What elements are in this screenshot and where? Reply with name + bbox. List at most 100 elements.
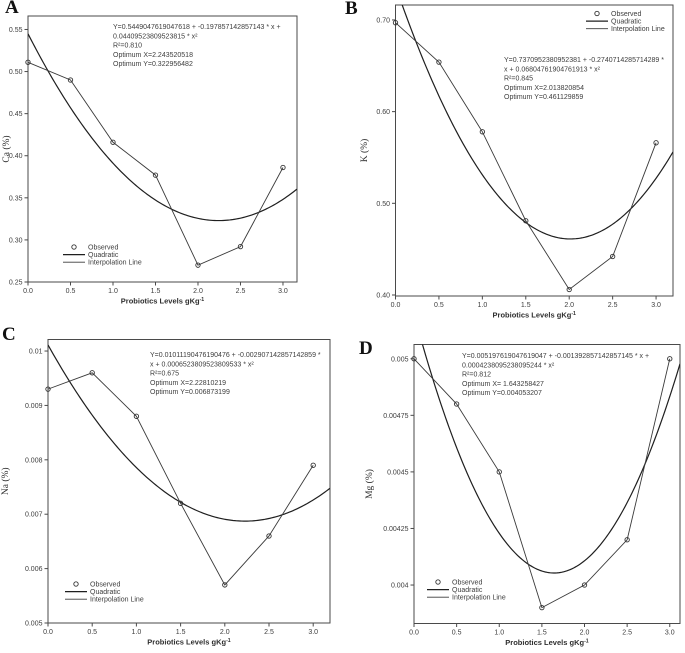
observed-point [310,462,316,468]
x-tick-label: 3.0 [308,629,318,636]
observed-point [479,129,486,135]
legend-label: Quadratic [452,587,483,594]
legend-observed-marker [435,579,441,585]
y-tick-label: 0.00475 [383,413,408,420]
annotation-line: Optimum Y=0.006873199 [150,389,230,396]
y-tick-label: 0.45 [9,111,23,118]
panel-c: C 0.0 0.5 1.0 1.5 2.0 2.5 3.0 0.005 0.006 0.007 0.… [0,324,343,653]
annotation-line: R²=0.810 [113,43,142,50]
observed-point [609,253,616,260]
x-tick-label: 2.5 [608,302,618,309]
annotation-line: Y=0.01011190476190476 + -0.0029071428571… [150,352,321,359]
annotation-line: Y=0.005197619047619047 + -0.001392857142… [462,353,649,360]
x-tick-label: 0.0 [23,288,33,295]
quadratic-curve [48,344,330,522]
observed-point [89,370,95,376]
interpolation-line [47,372,314,586]
legend-label: Interpolation Line [611,26,665,33]
panel-d: D 0.0 0.5 1.0 1.5 2.0 2.5 3.0 0.004 0.00425 0.004… [343,327,685,653]
observed-point [133,413,140,419]
observed-point [581,582,588,588]
plot-frame [27,15,298,283]
observed-point [67,77,74,83]
observed-point [453,401,460,407]
chart-panel-d: 0.0 0.5 1.0 1.5 2.0 2.5 3.0 0.004 0.00425 0.0045 0… [364,344,681,647]
x-tick-label: 1.0 [477,302,487,309]
annotation-line: Optimum X=2.22810219 [150,380,226,387]
observed-point [539,605,545,611]
legend-observed-marker [594,10,600,17]
x-axis-label: Probiotics Levels gKg-1 [121,297,205,306]
x-tick-label: 2.0 [580,630,590,637]
interpolation-line [413,358,671,609]
observed-point [624,537,630,543]
y-tick-label: 0.60 [376,109,390,116]
y-tick-label: 0.55 [9,27,23,34]
x-tick-label: 1.0 [108,288,118,295]
plot-frame [47,339,331,624]
y-tick-label: 0.25 [9,280,23,287]
observed-point [25,59,31,65]
x-tick-label: 2.0 [564,302,574,309]
observed-point [566,286,572,293]
observed-point [110,139,116,145]
observed-point [280,164,286,171]
x-axis-label: Probiotics Levels gKg-1 [505,638,589,647]
x-tick-label: 1.5 [151,288,161,295]
x-tick-label: 0.5 [434,302,444,309]
annotation-line: x + 0.0006523809523809533 * x² [150,361,254,368]
x-tick-label: 2.0 [220,629,230,636]
annotation-line: Optimum Y=0.004053207 [462,390,542,397]
chart-panel-a: 0.0 0.5 1.0 1.5 2.0 2.5 3.0 0.25 0.30 0.35 0.40 0.4… [1,15,298,306]
y-axis-label: Ca (%) [1,135,12,162]
legend-label: Quadratic [88,252,119,259]
y-tick-label: 0.005 [391,356,409,363]
legend-label: Observed [90,581,120,588]
legend-observed-marker [71,244,77,250]
x-tick-label: 3.0 [665,630,675,637]
annotation-line: Optimum Y=0.322956482 [113,61,193,68]
y-tick-label: 0.35 [9,195,23,202]
x-tick-label: 1.0 [494,630,504,637]
x-tick-label: 0.0 [409,630,419,637]
y-tick-label: 0.30 [9,237,23,244]
x-tick-label: 3.0 [651,302,661,309]
x-tick-label: 0.5 [66,288,76,295]
legend-observed-marker [73,581,79,587]
annotation-line: Optimum X= 1.643258427 [462,381,544,388]
quadratic-curve [28,33,297,222]
legend-label: Interpolation Line [90,597,144,604]
interpolation-line [27,61,284,266]
y-tick-label: 0.009 [25,403,43,410]
y-tick-label: 0.50 [376,201,390,208]
x-tick-label: 0.0 [391,302,401,309]
observed-point [266,533,272,539]
annotation-line: Optimum X=2.013820854 [504,85,584,92]
x-tick-label: 1.5 [537,630,547,637]
observed-point [177,500,184,506]
panel-a-letter: A [5,0,19,18]
legend-label: Observed [88,244,118,251]
annotation-line: R²=0.845 [504,76,533,83]
annotation-line: 0.04409523809523815 * x² [113,33,198,40]
observed-point [436,59,442,65]
x-tick-label: 2.5 [236,288,246,295]
annotation-line: Y=0.5449047619047618 + -0.19785714285714… [113,24,281,31]
interpolation-line [395,22,657,291]
y-tick-label: 0.008 [25,457,43,464]
panel-b: B 0.0 0.5 1.0 1.5 2.0 2.5 3.0 0.40 0.50 0.60 0.70 P… [343,0,685,327]
x-tick-label: 0.0 [43,629,53,636]
plot-frame [395,4,674,297]
x-tick-label: 2.5 [264,629,274,636]
chart-panel-b: 0.0 0.5 1.0 1.5 2.0 2.5 3.0 0.40 0.50 0.60 0.70 Pro… [359,4,674,320]
y-tick-label: 0.00425 [383,526,408,533]
observed-point [653,140,659,146]
chart-panel-c: 0.0 0.5 1.0 1.5 2.0 2.5 3.0 0.005 0.006 0.007 0.00… [0,339,331,647]
y-tick-label: 0.006 [25,566,43,573]
y-tick-label: 0.0045 [387,469,409,476]
plot-frame [413,344,681,624]
annotation-line: R²=0.675 [150,371,179,378]
legend-label: Quadratic [611,19,642,26]
annotation-line: 0.0004238095238095244 * x² [462,362,555,369]
